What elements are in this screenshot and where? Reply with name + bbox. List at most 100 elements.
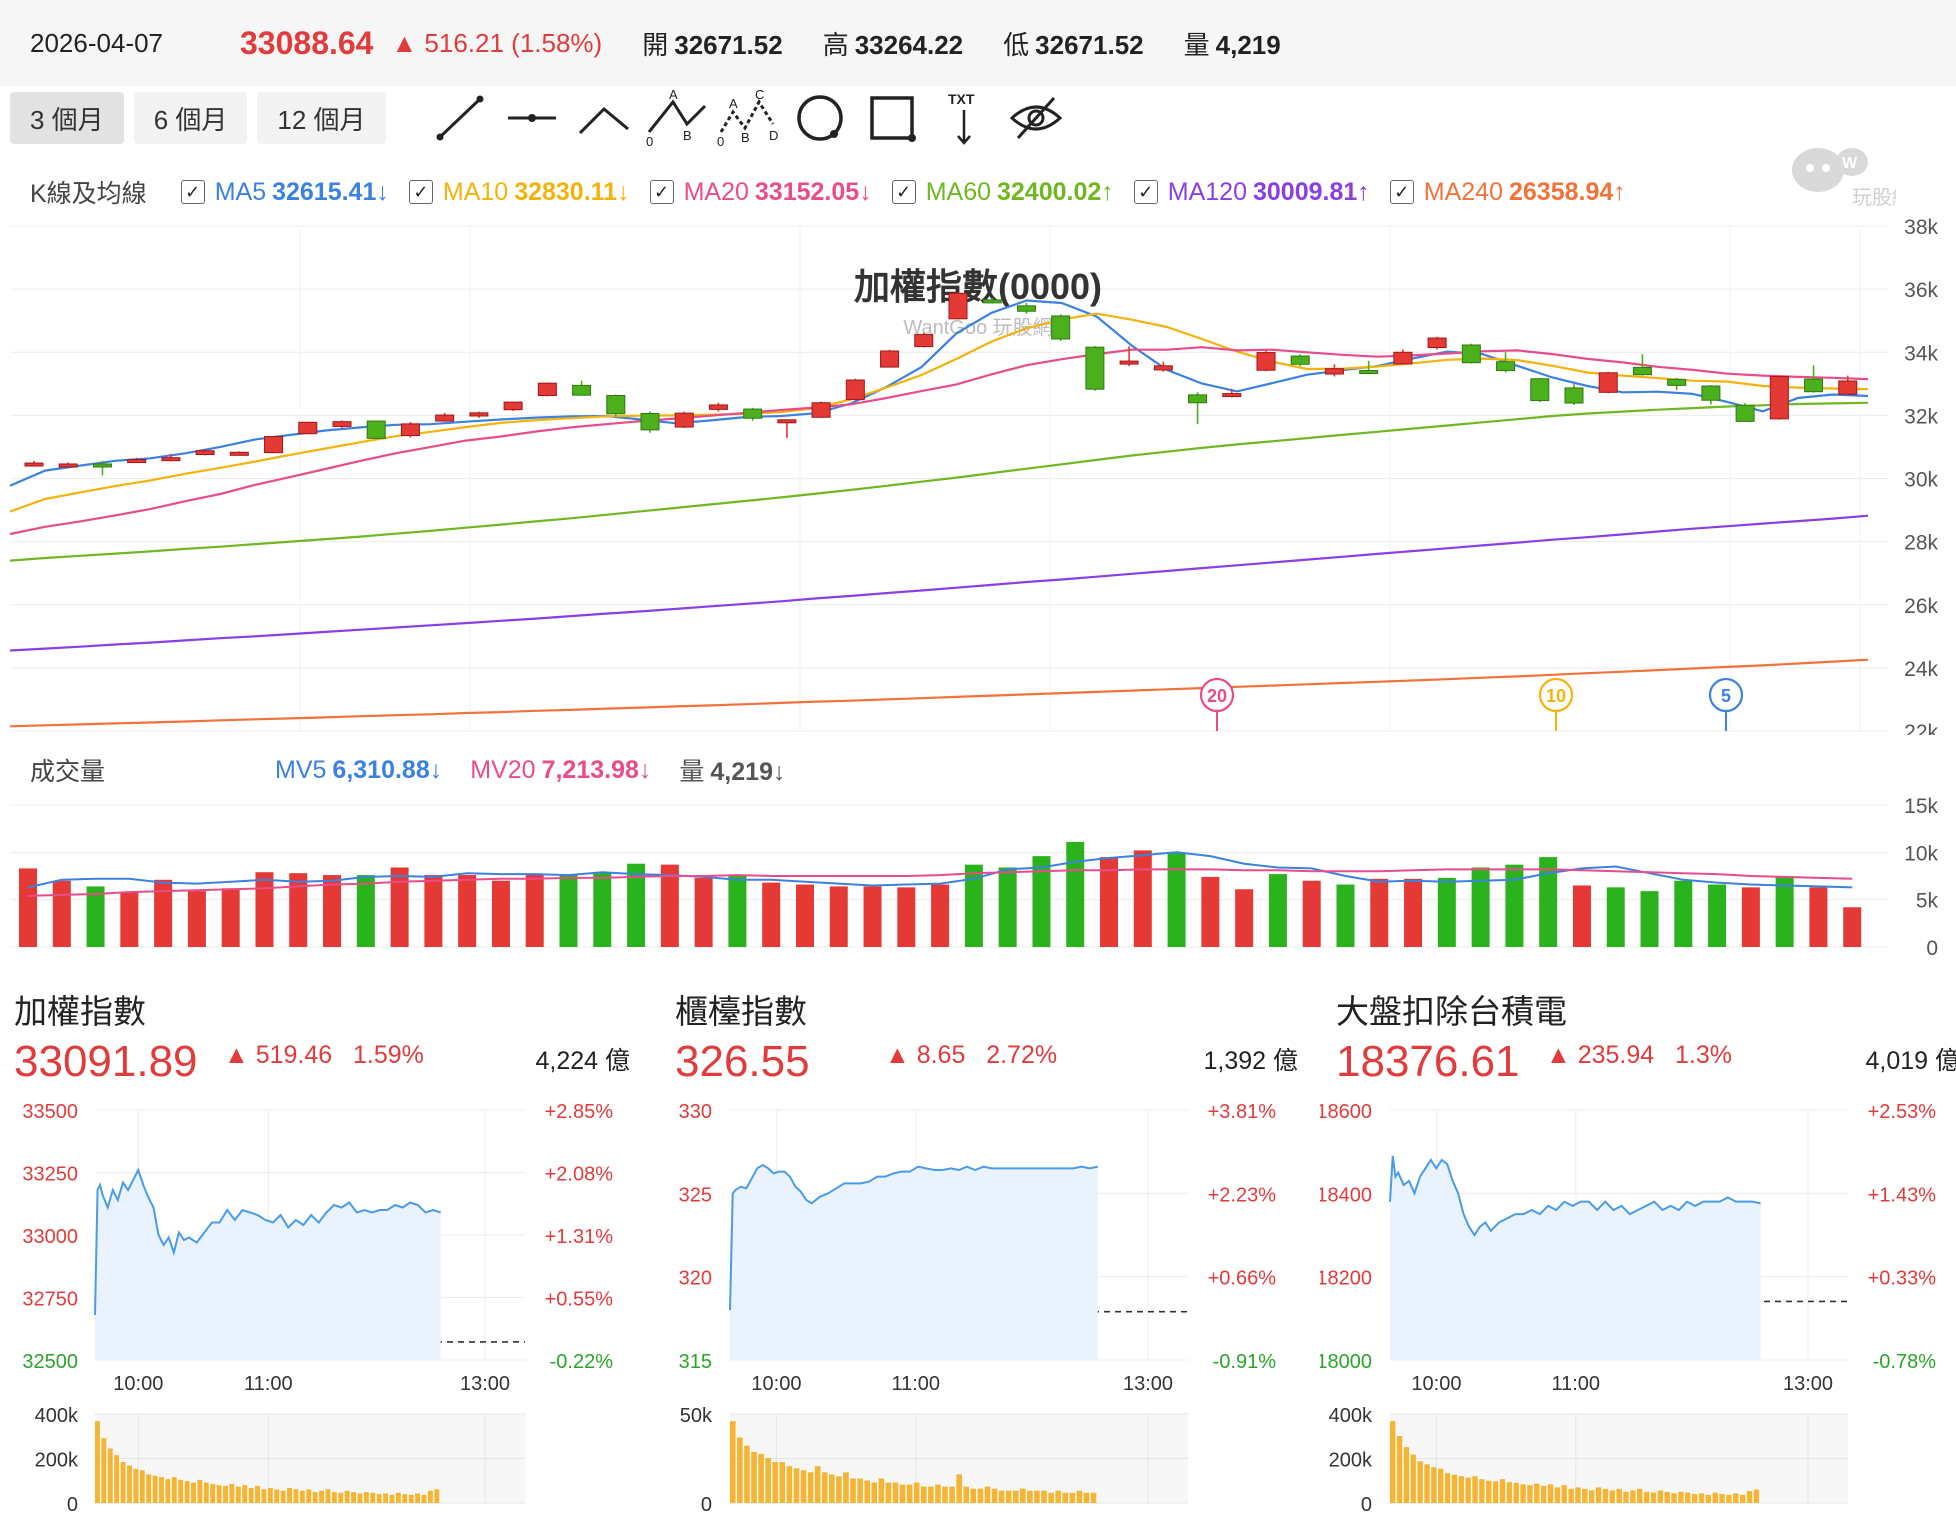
vol-tick-label: 0 [701, 1494, 712, 1516]
volume-bar [280, 1490, 286, 1503]
ma240-line [9, 658, 1869, 728]
ma5-toggle[interactable]: ✓ MA5 32615.41 ↓ [180, 178, 389, 207]
svg-text:W: W [1842, 155, 1858, 172]
kline-chart[interactable]: 加權指數(0000) WantGoo 玩股網 20 10 5 38k36k34k32… [0, 205, 1956, 735]
volume-bar [1698, 1493, 1705, 1503]
panel-change: ▲ 8.65 2.72% [885, 1041, 1058, 1069]
volume-bar [1083, 1492, 1090, 1503]
candle-body [1804, 378, 1824, 393]
volume-bar [1539, 857, 1558, 947]
abcd-pattern-tool-icon[interactable]: A B C D 0 [712, 88, 784, 148]
panel-price: 18376.61 [1336, 1037, 1520, 1086]
ex-tsmc-intraday-chart[interactable]: 18600 18400 18200 18000 +2.53% +1.43% +0.33% -0… [1320, 1090, 1956, 1536]
volume-bar [197, 1479, 203, 1503]
pct-tick-label: +0.55% [545, 1289, 614, 1311]
volume-bar [1167, 852, 1186, 947]
candle-body [264, 436, 284, 454]
volume-bar [1589, 1490, 1595, 1503]
volume-bar [892, 1482, 899, 1503]
volume-bar [1201, 876, 1220, 947]
volume-bar [101, 1438, 107, 1503]
price-line [729, 1163, 1099, 1311]
volume-bar [897, 887, 916, 947]
panel-change: ▲ 519.46 1.59% [224, 1041, 424, 1069]
volume-chart[interactable]: 15k 10k 5k 0 [0, 790, 1956, 960]
candle [1188, 392, 1208, 425]
checkbox-icon[interactable]: ✓ [891, 180, 916, 204]
volume-bar [312, 1492, 318, 1503]
candle-body [1667, 378, 1687, 386]
ma10-toggle[interactable]: ✓ MA10 32830.11 ↓ [408, 178, 630, 207]
candle-body [1838, 380, 1858, 395]
candle-body [469, 412, 489, 417]
svg-text:A: A [729, 96, 738, 111]
volume-bar [772, 1462, 779, 1503]
candle-body [161, 457, 181, 462]
ma-legend: K線及均線 ✓ MA5 32615.41 ↓ ✓ MA10 32830.11 ↓ ✓ MA20… [30, 174, 1646, 210]
volume-bar [906, 1484, 913, 1503]
checkbox-icon[interactable]: ✓ [180, 180, 205, 204]
volume-bar [1640, 891, 1659, 947]
volume-bar [871, 1482, 878, 1503]
line-tool-icon[interactable] [424, 90, 496, 146]
volume-bar [178, 1479, 184, 1503]
otc-panel[interactable]: 櫃檯指數 326.55 ▲ 8.65 2.72% 1,392 億 [675, 985, 1298, 1087]
volume-bar [319, 1490, 324, 1503]
ma120-toggle[interactable]: ✓ MA120 30009.81 ↑ [1133, 178, 1370, 207]
volume-bar [984, 1486, 991, 1503]
volume-bar [836, 1476, 842, 1503]
ma240-toggle[interactable]: ✓ MA240 26358.94 ↑ [1389, 178, 1626, 207]
volume-bar [408, 1494, 414, 1503]
vol-tick-label: 0 [1361, 1494, 1372, 1516]
svg-text:TXT: TXT [948, 91, 975, 107]
abc-pattern-tool-icon[interactable]: A B 0 [640, 88, 712, 148]
circle-tool-icon[interactable] [784, 90, 856, 146]
angle-tool-icon[interactable] [568, 90, 640, 146]
period-6m-button[interactable]: 6 個月 [133, 92, 248, 144]
candle-body [948, 292, 968, 320]
volume-bar [1568, 1488, 1574, 1503]
volume-bar [1041, 1490, 1047, 1503]
volume-bar [1133, 850, 1152, 947]
volume-bar [964, 864, 983, 947]
candle-body [674, 412, 694, 428]
x-tick-label: 10:00 [751, 1373, 801, 1395]
volume-bar [800, 1470, 807, 1503]
checkbox-icon[interactable]: ✓ [1133, 180, 1158, 204]
candle [640, 411, 660, 433]
period-12m-button[interactable]: 12 個月 [257, 92, 386, 144]
volume-bar [1609, 1490, 1615, 1503]
checkbox-icon[interactable]: ✓ [649, 180, 674, 204]
price-area [730, 1165, 1098, 1360]
taiex-panel[interactable]: 加權指數 33091.89 ▲ 519.46 1.59% 4,224 億 [14, 985, 634, 1087]
volume-bar [1678, 1491, 1684, 1503]
horizontal-line-tool-icon[interactable] [496, 90, 568, 146]
rectangle-tool-icon[interactable] [856, 90, 928, 146]
price-line [94, 1167, 442, 1316]
period-3m-button[interactable]: 3 個月 [10, 92, 124, 144]
pct-tick-label: +2.23% [1208, 1184, 1277, 1206]
ma20-toggle[interactable]: ✓ MA20 33152.05 ↓ [649, 178, 872, 207]
volume-bar [1437, 877, 1456, 947]
volume-bar [1685, 1492, 1691, 1503]
volume-bar [267, 1487, 273, 1503]
ex-tsmc-panel[interactable]: 大盤扣除台積電 18376.61 ▲ 235.94 1.3% 4,019 億 [1336, 985, 1956, 1087]
candle-body [1769, 376, 1789, 420]
hide-eye-icon[interactable] [1000, 90, 1072, 146]
volume-bar [120, 1462, 126, 1503]
candle-body [606, 394, 626, 415]
candle [1735, 403, 1755, 423]
checkbox-icon[interactable]: ✓ [408, 180, 433, 204]
candle [572, 380, 592, 396]
ma60-toggle[interactable]: ✓ MA60 32400.02 ↑ [891, 178, 1114, 207]
y-tick-label: 320 [679, 1268, 712, 1290]
checkbox-icon[interactable]: ✓ [1389, 180, 1414, 204]
taiex-intraday-chart[interactable]: 33500 33250 33000 32750 32500 +2.85% +2.08% +1.… [0, 1090, 640, 1536]
volume-bar [1486, 1480, 1492, 1503]
text-tool-icon[interactable]: TXT [928, 90, 1000, 146]
volume-bar [843, 1472, 849, 1503]
volume-bar [325, 1489, 331, 1503]
candle-body [777, 419, 797, 424]
otc-intraday-chart[interactable]: 330 325 320 315 +3.81% +2.23% +0.66% -0.91% 10:0… [660, 1090, 1300, 1536]
mv20-line [27, 868, 1853, 897]
